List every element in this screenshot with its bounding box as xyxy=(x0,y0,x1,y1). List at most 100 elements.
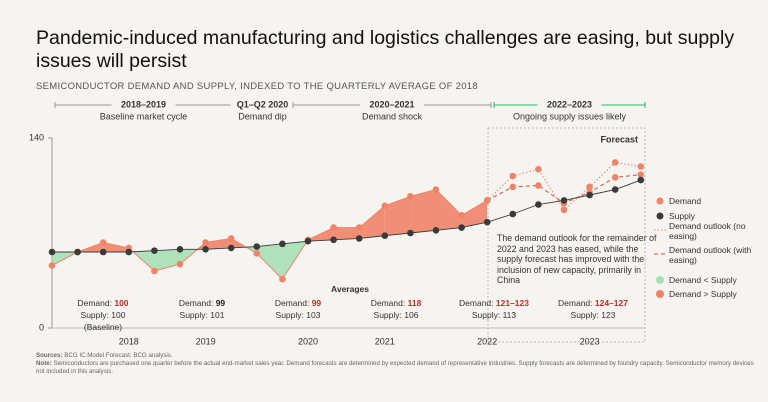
data-point xyxy=(48,262,56,269)
note-label: Note: xyxy=(36,360,52,367)
legend-marker xyxy=(656,197,664,205)
data-point xyxy=(432,226,440,234)
x-tick-label: 2022 xyxy=(477,336,497,346)
data-point xyxy=(304,237,312,245)
supply-value: 100 xyxy=(111,310,126,320)
title: Pandemic-induced manufacturing and logis… xyxy=(36,27,735,72)
data-point xyxy=(74,248,81,256)
average-supply-row: Supply: 106 xyxy=(346,309,446,321)
demand-value: 99 xyxy=(215,298,226,308)
averages-title: Averages xyxy=(331,284,369,294)
x-tick-label: 2018 xyxy=(119,336,139,346)
period-title: 2022–2023 xyxy=(547,99,592,109)
data-point xyxy=(381,202,389,210)
average-supply-row: Supply: 100 xyxy=(53,309,153,321)
legend-label: Demand outlook (with easing) xyxy=(669,245,752,265)
average-column: Demand: 99 Supply: 101 xyxy=(152,297,252,321)
data-point xyxy=(637,171,645,178)
average-demand-row: Demand: 99 xyxy=(152,297,252,309)
data-point xyxy=(432,186,440,193)
data-point xyxy=(483,218,491,226)
legend-label: Supply xyxy=(669,211,695,221)
average-column: Demand: 124–127 Supply: 123 xyxy=(543,297,643,321)
x-tick-label: 2021 xyxy=(375,336,395,346)
demand-value: 121–123 xyxy=(495,298,529,308)
supply-label: Supply: xyxy=(570,310,599,320)
data-point xyxy=(509,210,517,218)
supply-value: 106 xyxy=(404,310,419,320)
period-title: 2018–2019 xyxy=(121,99,166,109)
period-title-bg xyxy=(537,99,602,111)
data-point xyxy=(535,201,542,208)
data-point xyxy=(560,197,568,204)
legend-label: Demand > Supply xyxy=(669,289,737,299)
data-point xyxy=(125,248,133,256)
footer: Sources: BCG IC Model Forecast; BCG anal… xyxy=(36,352,756,376)
data-point xyxy=(202,245,209,253)
gap-area xyxy=(103,242,129,252)
demand-label: Demand: xyxy=(558,298,593,308)
sources-label: Sources: xyxy=(36,352,63,359)
supply-value: 101 xyxy=(210,310,225,320)
annotation: The demand outlook for the remainder of … xyxy=(497,233,657,286)
subtitle: SEMICONDUCTOR DEMAND AND SUPPLY, INDEXED… xyxy=(36,81,478,92)
x-tick-label: 2023 xyxy=(580,336,600,346)
series-line xyxy=(51,189,488,280)
data-point xyxy=(483,197,491,204)
demand-value: 124–127 xyxy=(594,298,628,308)
forecast-label: Forecast xyxy=(600,134,638,144)
supply-label: Supply: xyxy=(373,310,402,320)
period-subtitle: Demand dip xyxy=(238,111,287,121)
gap-area xyxy=(205,238,232,250)
data-point xyxy=(330,224,337,231)
period-title-bg xyxy=(230,99,295,111)
data-point xyxy=(151,267,158,275)
average-demand-row: Demand: 99 xyxy=(248,297,348,309)
data-point xyxy=(355,224,363,231)
average-demand-row: Demand: 100 xyxy=(53,297,153,309)
series-line xyxy=(52,179,641,253)
data-point xyxy=(637,163,645,170)
y-tick-label: 0 xyxy=(39,322,44,332)
supply-label: Supply: xyxy=(275,310,304,320)
data-point xyxy=(253,243,261,250)
data-point xyxy=(407,229,414,237)
gap-area xyxy=(333,227,360,240)
period-subtitle: Ongoing supply issues likely xyxy=(513,111,627,121)
gap-area xyxy=(461,200,488,228)
data-point xyxy=(176,245,184,253)
data-point xyxy=(99,239,107,246)
data-point xyxy=(99,248,107,256)
average-column: Demand: 121–123 Supply: 113 xyxy=(444,297,544,321)
legend-label: Demand < Supply xyxy=(669,275,737,285)
average-demand-row: Demand: 124–127 xyxy=(543,297,643,309)
note: Semiconductors are purchased one quarter… xyxy=(36,360,754,375)
legend-marker xyxy=(656,212,664,220)
period-title: 2020–2021 xyxy=(369,99,414,109)
period-subtitle: Baseline market cycle xyxy=(100,111,188,121)
average-supply-row: Supply: 113 xyxy=(444,309,544,321)
data-point xyxy=(227,244,235,252)
data-point xyxy=(458,224,465,231)
data-point xyxy=(330,236,337,244)
demand-value: 118 xyxy=(407,298,422,308)
data-point xyxy=(509,183,517,191)
data-point xyxy=(381,232,389,240)
demand-value: 100 xyxy=(114,298,129,308)
data-point xyxy=(560,206,568,214)
demand-label: Demand: xyxy=(178,298,214,308)
data-point xyxy=(586,191,593,199)
average-supply-row: Supply: 101 xyxy=(152,309,252,321)
period-title-bg xyxy=(360,99,424,111)
legend-label: Demand outlook (no easing) xyxy=(669,221,746,241)
period-title: Q1–Q2 2020 xyxy=(237,99,289,109)
average-supply-row: Supply: 123 xyxy=(543,309,643,321)
average-column: Demand: 118 Supply: 106 xyxy=(346,297,446,321)
data-point xyxy=(355,235,363,242)
data-point xyxy=(407,193,414,200)
period-title-bg xyxy=(111,99,176,111)
data-point xyxy=(611,186,619,193)
gap-area xyxy=(410,189,436,233)
supply-label: Supply: xyxy=(179,310,208,320)
